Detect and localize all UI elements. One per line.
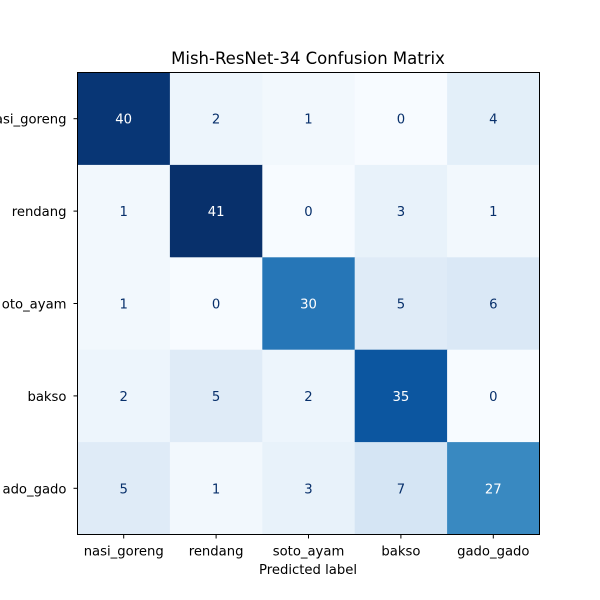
y-tick-label-3: bakso — [27, 390, 66, 405]
cell-value-r0-c2: 1 — [304, 113, 312, 128]
y-tick-label-2: oto_ayam — [2, 298, 67, 313]
cell-value-r4-c4: 27 — [485, 482, 502, 497]
cell-value-r3-c3: 35 — [393, 390, 410, 405]
cell-value-r2-c3: 5 — [397, 298, 405, 313]
cell-value-r4-c3: 7 — [397, 482, 405, 497]
heatmap-cell-r4-c3 — [354, 442, 448, 535]
cell-value-r0-c4: 4 — [489, 113, 497, 128]
cell-value-r4-c0: 5 — [120, 482, 128, 497]
heatmap-cell-r2-c3 — [354, 257, 448, 351]
heatmap-cell-r1-c1 — [169, 164, 263, 258]
heatmap-cell-r1-c0 — [77, 164, 171, 258]
heatmap-cell-r0-c4 — [447, 72, 540, 166]
cell-value-r2-c2: 30 — [300, 298, 317, 313]
heatmap-cell-r0-c1 — [169, 72, 263, 166]
heatmap-cells — [77, 72, 540, 535]
cell-value-r2-c4: 6 — [489, 298, 497, 313]
cell-value-r4-c1: 1 — [212, 482, 220, 497]
cell-value-r3-c4: 0 — [489, 390, 497, 405]
y-tick-label-4: ado_gado — [2, 482, 66, 497]
cell-value-r3-c1: 5 — [212, 390, 220, 405]
x-tick-label-0: nasi_goreng — [84, 545, 164, 560]
x-tick-label-4: gado_gado — [457, 545, 529, 560]
y-tick-label-0: asi_goreng — [0, 113, 67, 128]
cell-value-r0-c0: 40 — [115, 113, 132, 128]
heatmap-cell-r4-c2 — [262, 442, 356, 535]
cell-value-r0-c3: 0 — [397, 113, 405, 128]
cell-value-r0-c1: 2 — [212, 113, 220, 128]
heatmap-cell-r2-c1 — [169, 257, 263, 351]
x-tick-label-3: bakso — [381, 545, 420, 560]
y-tick-label-1: rendang — [12, 205, 67, 220]
cell-value-r1-c3: 3 — [397, 205, 405, 220]
heatmap-cell-r0-c3 — [354, 72, 448, 166]
heatmap-cell-r3-c2 — [262, 349, 356, 443]
heatmap-cell-r4-c0 — [77, 442, 171, 535]
cell-value-r3-c0: 2 — [120, 390, 128, 405]
heatmap-cell-r0-c0 — [77, 72, 171, 166]
x-axis-ticks: nasi_goreng rendang soto_ayam bakso gado_gad… — [84, 534, 529, 560]
heatmap-cell-r3-c4 — [447, 349, 540, 443]
heatmap-cell-r2-c0 — [77, 257, 171, 351]
x-tick-label-1: rendang — [189, 545, 244, 560]
x-tick-label-2: soto_ayam — [273, 545, 345, 560]
heatmap-cell-r3-c0 — [77, 349, 171, 443]
cell-value-r1-c0: 1 — [120, 205, 128, 220]
heatmap-cell-r2-c4 — [447, 257, 540, 351]
heatmap-cell-r0-c2 — [262, 72, 356, 166]
heatmap-cell-r1-c3 — [354, 164, 448, 258]
cell-value-r2-c1: 0 — [212, 298, 220, 313]
heatmap-cell-r3-c3 — [354, 349, 448, 443]
heatmap-cell-r3-c1 — [169, 349, 263, 443]
heatmap-cell-r4-c4 — [447, 442, 540, 535]
cell-value-r1-c4: 1 — [489, 205, 497, 220]
x-axis-label: Predicted label — [259, 563, 357, 578]
cell-value-r3-c2: 2 — [304, 390, 312, 405]
cell-value-r4-c2: 3 — [304, 482, 312, 497]
heatmap-cell-r4-c1 — [169, 442, 263, 535]
heatmap-cell-r1-c4 — [447, 164, 540, 258]
chart-title: Mish-ResNet-34 Confusion Matrix — [171, 49, 445, 68]
heatmap-cell-r1-c2 — [262, 164, 356, 258]
heatmap-cell-r2-c2 — [262, 257, 356, 351]
cell-value-r1-c2: 0 — [304, 205, 312, 220]
cell-value-r1-c1: 41 — [208, 205, 225, 220]
cell-value-labels: 40 2 1 0 41 41 0 3 11 0 30 5 62 5 2 35 05 1 3 7 27 — [115, 113, 501, 498]
cell-value-r2-c0: 1 — [120, 298, 128, 313]
